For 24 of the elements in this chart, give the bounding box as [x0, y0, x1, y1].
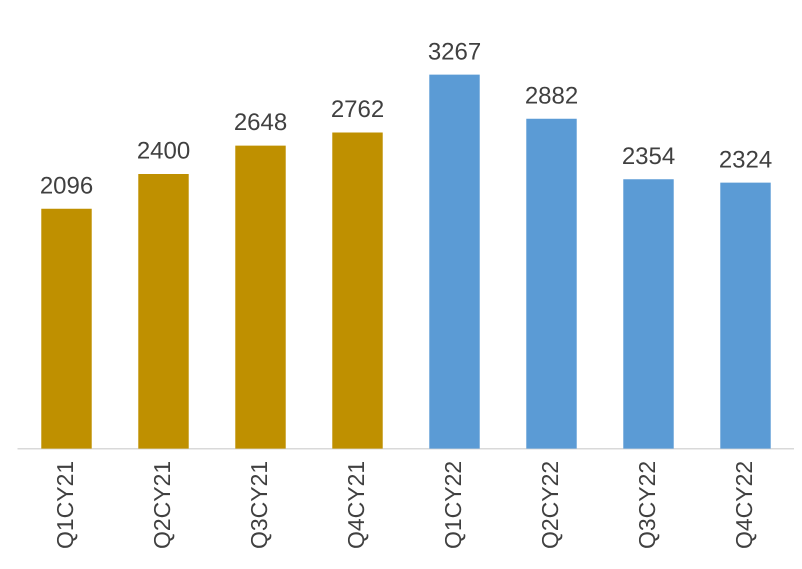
- bar: [720, 182, 771, 449]
- x-tick-label: Q1CY22: [440, 460, 466, 550]
- x-tick-label: Q4CY22: [730, 460, 757, 550]
- data-label: 3267: [428, 38, 482, 66]
- x-tick-label: Q4CY21: [342, 460, 369, 550]
- x-tick-label: Q2CY21: [148, 460, 175, 550]
- x-tick-label: Q2CY22: [536, 460, 563, 550]
- bar: [623, 179, 674, 449]
- data-label: 2648: [234, 109, 288, 136]
- bar: [41, 208, 92, 449]
- data-label: 2762: [330, 96, 384, 124]
- bar: [332, 132, 383, 449]
- data-label: 2096: [40, 172, 94, 200]
- bar: [526, 118, 577, 449]
- data-label: 2354: [622, 142, 676, 170]
- x-tick-label: Q1CY21: [52, 460, 78, 550]
- bar: [429, 74, 480, 449]
- bar: [235, 146, 286, 449]
- data-label: 2882: [524, 82, 578, 110]
- x-tick-label: Q3CY22: [634, 460, 660, 550]
- data-label: 2400: [136, 138, 190, 165]
- data-label: 2324: [718, 146, 772, 174]
- bar: [138, 174, 189, 449]
- x-tick-label: Q3CY21: [246, 460, 272, 550]
